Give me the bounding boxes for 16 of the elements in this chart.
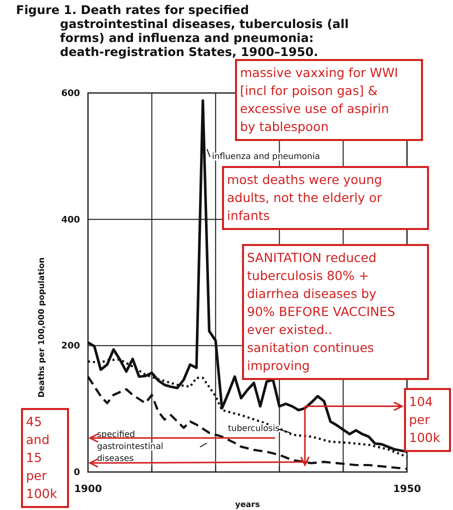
line-series [86,376,408,470]
y-axis-title: Deaths per 100,000 population [37,257,46,398]
annotation: massive vaxxing for WWI [incl for poison gas] & excessive use of aspirin by tablespoon [240,65,398,134]
chart-title: Figure 1. Death rates for specified gastrointestinal diseases, tuberculosis (all forms) and influenza and pneumonia: death-registration States, 1900–1950. [16,3,349,59]
x-axis-title: years [235,500,260,509]
y-tick-label: 400 [61,215,80,226]
y-tick-label: 600 [61,89,80,99]
x-tick-label: 1950 [393,484,421,495]
annotation: SANITATION reduced tuberculosis 80% + diarrhea diseases by 90% BEFORE VACCINES ever existed.. sanitation continues improving [247,250,396,373]
annotation: 104 per 100k [409,394,441,445]
line-series [86,99,408,454]
x-tick-label: 1900 [74,484,102,495]
annotation: most deaths were young adults, not the elderly or infants [227,172,383,223]
y-tick-label: 200 [61,342,80,352]
text: 45 and 15 per 100k [26,414,58,501]
y-tick-label: 0 [74,468,80,478]
